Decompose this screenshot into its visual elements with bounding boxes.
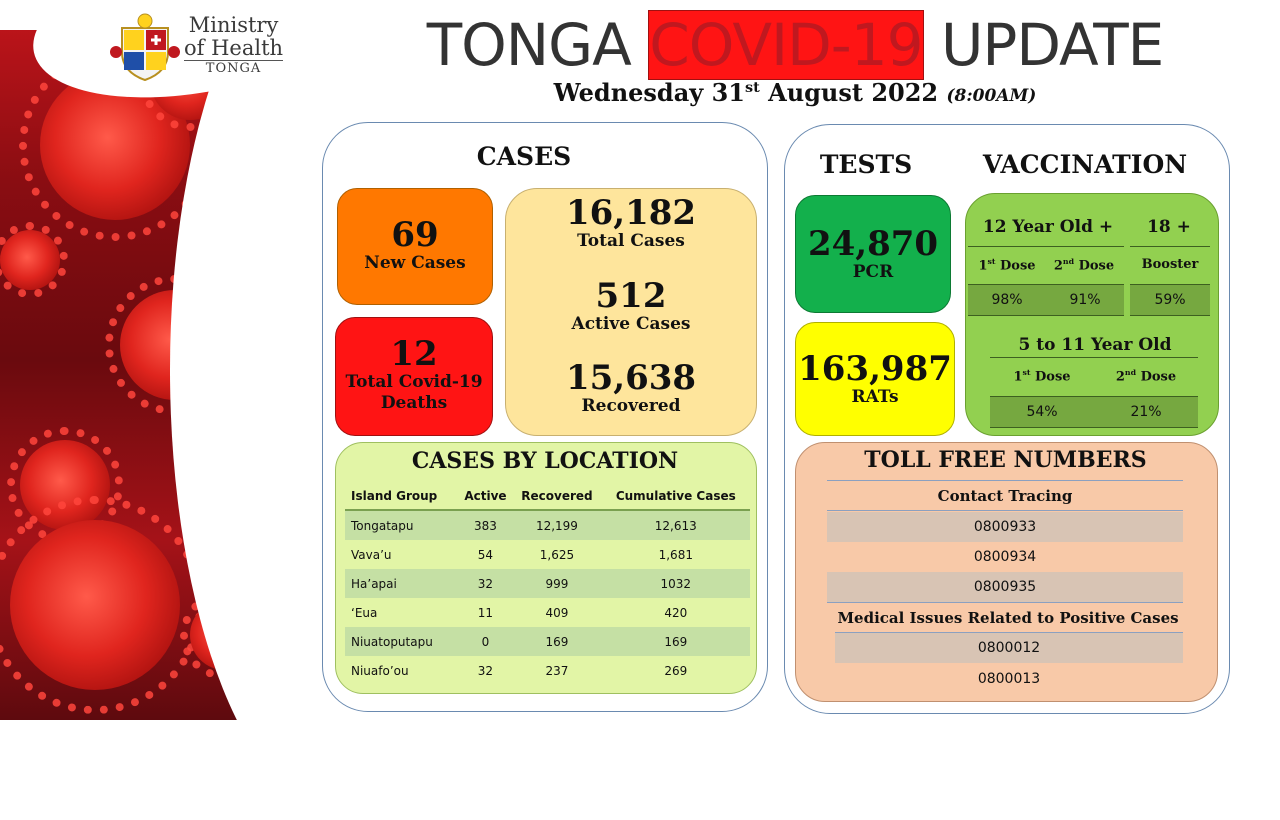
contact-tracing-heading: Contact Tracing (937, 487, 1073, 505)
pcr-tests-card: 24,870 PCR (795, 195, 951, 313)
table-row: Vava’u 54 1,625 1,681 (351, 547, 693, 562)
table-row: ‘Eua 11 409 420 (351, 605, 688, 620)
group-12-plus-label: 12 Year Old + (982, 217, 1114, 237)
ministry-of-health-wordmark: Ministry of Health TONGA (184, 13, 284, 76)
column-header: Active (458, 483, 513, 511)
new-cases-card: 69 New Cases (337, 188, 493, 305)
recovered-value: 15,638 (565, 358, 697, 398)
vaccination-18-plus-values: 59% (1130, 284, 1210, 316)
pcr-value: 24,870 (807, 224, 939, 264)
medical-number[interactable]: 0800013 (977, 671, 1041, 687)
contact-number[interactable]: 0800935 (827, 572, 1183, 602)
contact-number[interactable]: 0800933 (827, 512, 1183, 542)
table-row: Ha’apai 32 999 1032 (345, 569, 750, 598)
dose1-12-value: 98% (991, 292, 1023, 308)
booster-label: Booster (1141, 257, 1199, 272)
deaths-label-line1: Total Covid-19 (345, 372, 483, 392)
dose1-5-label: 1st Dose (1013, 368, 1071, 385)
deaths-value: 12 (390, 334, 438, 374)
active-cases-label: Active Cases (571, 314, 691, 334)
table-row: Niuatoputapu 0 169 169 (345, 627, 750, 656)
report-date: Wednesday 31st August 2022 (8:00AM) (553, 78, 1037, 107)
column-header: Island Group (345, 483, 459, 511)
active-cases-value: 512 (595, 276, 667, 316)
dose1-12-label: 1st Dose (978, 257, 1036, 274)
tonga-coat-of-arms-logo (110, 13, 180, 82)
new-cases-label: New Cases (364, 253, 466, 273)
rat-tests-card: 163,987 RATs (795, 322, 955, 436)
tests-heading: TESTS (819, 150, 913, 179)
total-cases-value: 16,182 (565, 193, 697, 233)
vaccination-heading: VACCINATION (982, 150, 1188, 179)
recovered-label: Recovered (581, 396, 681, 416)
rat-label: RATs (851, 387, 899, 407)
deaths-label-line2: Deaths (380, 393, 448, 413)
table-row: Tongatapu 383 12,199 12,613 (345, 510, 750, 540)
location-heading: CASES BY LOCATION (411, 448, 679, 474)
page-title: TONGA COVID-19 UPDATE (426, 10, 1164, 80)
cases-heading: CASES (476, 142, 572, 171)
booster-18-value: 59% (1154, 292, 1186, 308)
toll-free-heading: TOLL FREE NUMBERS (864, 447, 1147, 473)
deaths-card: 12 Total Covid-19 Deaths (335, 317, 493, 436)
column-header: Recovered (512, 483, 602, 511)
medical-number[interactable]: 0800012 (835, 633, 1183, 663)
dose2-5-label: 2nd Dose (1115, 368, 1177, 385)
group-18-plus-label: 18 + (1147, 217, 1191, 237)
total-cases-label: Total Cases (577, 231, 685, 251)
vaccination-5-to-11-values: 54% 21% (990, 396, 1198, 428)
table-row: Niuafo’ou 32 237 269 (351, 663, 688, 678)
rat-value: 163,987 (798, 349, 952, 389)
group-5-to-11-label: 5 to 11 Year Old (1018, 335, 1172, 355)
dose2-12-value: 91% (1069, 292, 1101, 308)
medical-issues-heading: Medical Issues Related to Positive Cases (837, 609, 1179, 627)
dose1-5-value: 54% (1026, 404, 1058, 420)
dose2-5-value: 21% (1130, 404, 1162, 420)
column-header: Cumulative Cases (601, 483, 750, 511)
contact-number[interactable]: 0800934 (973, 549, 1037, 565)
location-table: Island Group Active Recovered Cumulative… (345, 483, 750, 685)
dose2-12-label: 2nd Dose (1053, 257, 1115, 274)
pcr-label: PCR (852, 262, 894, 282)
new-cases-value: 69 (391, 215, 439, 255)
case-totals-card: 16,182 Total Cases 512 Active Cases 15,6… (505, 188, 757, 436)
vaccination-12-plus-values: 98% 91% (968, 284, 1124, 316)
